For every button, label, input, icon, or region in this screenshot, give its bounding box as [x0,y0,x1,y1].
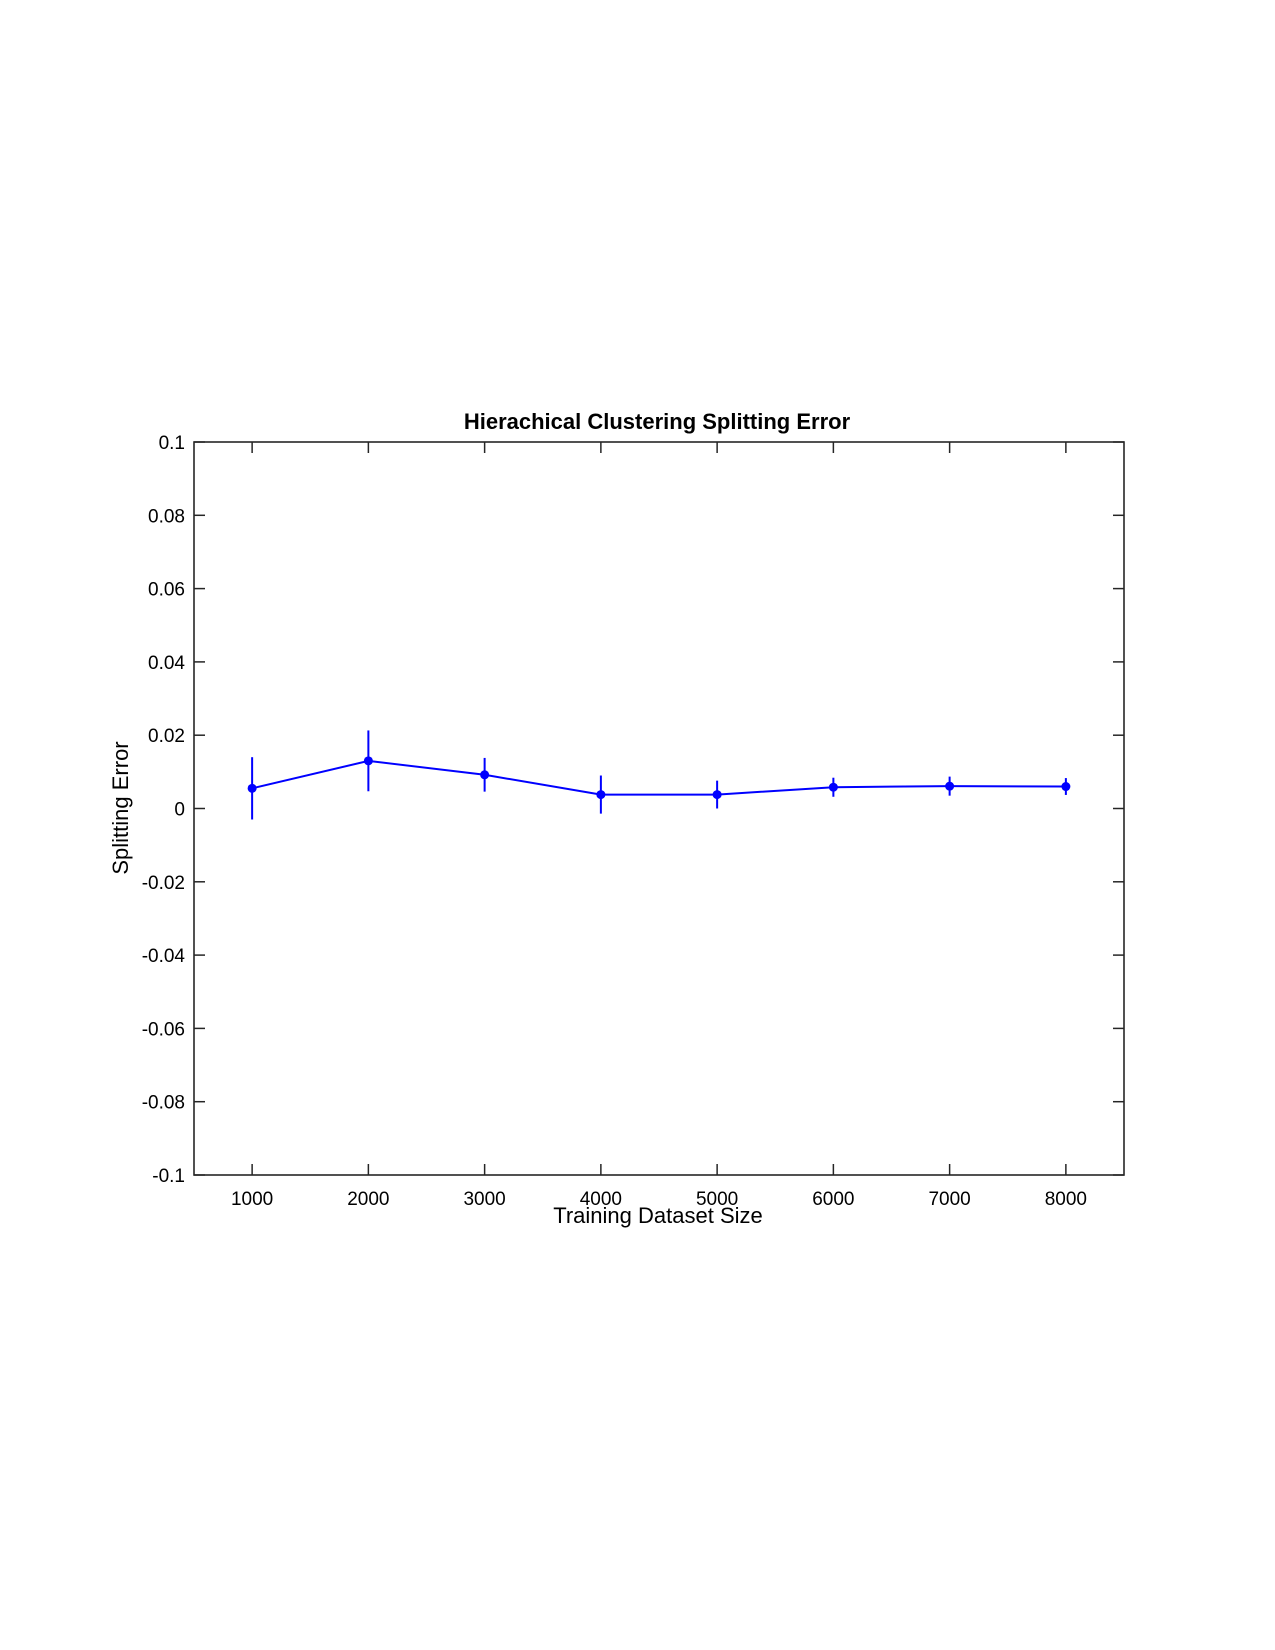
x-tick-label: 7000 [928,1189,970,1210]
y-tick-label: -0.04 [142,946,186,967]
plot-frame [193,441,1125,1176]
x-tick-label: 2000 [347,1189,389,1210]
x-tick-label: 5000 [696,1189,738,1210]
data-point [480,770,490,780]
y-tick-label: -0.1 [152,1166,185,1187]
y-tick-label: 0.04 [148,653,185,674]
y-tick-label: 0.1 [159,433,185,454]
data-point [363,756,373,766]
y-tick-label: 0.08 [148,506,185,527]
x-tick-label: 3000 [463,1189,505,1210]
y-tick-label: -0.06 [142,1019,185,1040]
chart-title: Hierachical Clustering Splitting Error [464,409,851,434]
y-tick-label: 0.06 [148,580,185,601]
data-series [247,730,1071,820]
data-point [596,790,606,800]
data-point [945,781,955,791]
x-axis-title: Training Dataset Size [553,1203,763,1228]
data-point [1061,782,1071,792]
data-point [712,790,722,800]
y-tick-label: -0.02 [142,873,185,894]
x-tick-label: 8000 [1045,1189,1087,1210]
data-point [828,782,838,792]
y-tick-label: 0.02 [148,726,185,747]
y-axis-title: Splitting Error [108,741,133,874]
x-tick-label: 1000 [231,1189,273,1210]
y-tick-label: 0 [174,800,185,821]
data-point [247,783,257,793]
series-line [251,759,1066,796]
x-ticks: 1000 2000 3000 4000 5000 6000 7000 8000 [231,442,1087,1210]
x-tick-label: 4000 [580,1189,622,1210]
x-tick-label: 6000 [812,1189,854,1210]
y-ticks: 0.1 0.08 0.06 0.04 0.02 0 -0.02 -0.04 -0.06 -0.08… [142,433,1124,1187]
y-tick-label: -0.08 [142,1093,185,1114]
